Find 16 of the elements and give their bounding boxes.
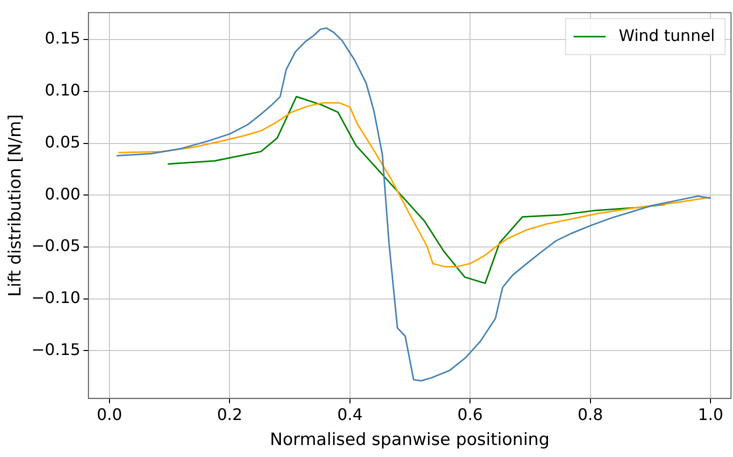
x-tick-label: 0.2 — [216, 405, 242, 424]
x-tick-label: 0.6 — [457, 405, 483, 424]
x-tick-label: 1.0 — [698, 405, 724, 424]
x-tick-label: 0.0 — [96, 405, 122, 424]
legend-label: Wind tunnel — [614, 26, 716, 45]
y-tick-label: −0.05 — [31, 236, 80, 256]
x-tick-label: 0.8 — [578, 405, 604, 424]
x-tick-label: 0.4 — [337, 405, 363, 424]
y-tick-label: 0.10 — [44, 80, 80, 100]
y-axis-title: Lift distribution [N/m] — [6, 114, 26, 297]
y-tick-label: −0.10 — [31, 288, 80, 307]
y-tick-label: −0.15 — [31, 340, 80, 359]
y-tick-label: 0.15 — [44, 28, 80, 48]
y-tick-label: 0.05 — [44, 132, 80, 152]
x-axis-title: Normalised spanwise positioning — [270, 430, 550, 450]
y-tick-label: 0.00 — [44, 184, 80, 204]
